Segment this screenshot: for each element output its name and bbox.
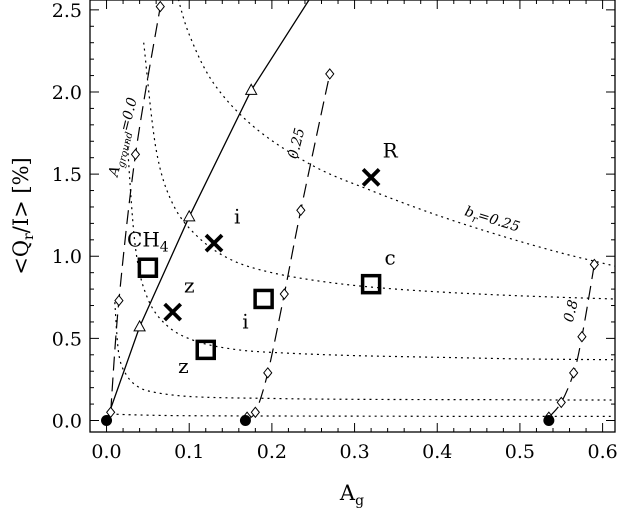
x-tick-label: 0.4 [422, 441, 452, 463]
square-label-text: c [385, 245, 396, 269]
square-marker-CH [137, 257, 159, 278]
filled-circle-point [101, 415, 113, 427]
series-label-part: ground [116, 131, 135, 169]
curve-dotted-7 [114, 302, 615, 401]
x-tick-label: 0.0 [91, 441, 121, 463]
triangle-point [182, 209, 196, 222]
x-tick-label: 0.6 [587, 441, 617, 463]
markers-layer [101, 0, 599, 427]
cross-label-i: i [234, 204, 240, 228]
curve-dotted-4 [177, 0, 615, 267]
diamond-point [263, 367, 273, 379]
x-tick-label: 0.2 [257, 441, 287, 463]
series-label-1: 0.25 [285, 126, 308, 160]
x-tick-label: 0.3 [339, 441, 369, 463]
diamond-point [155, 0, 165, 13]
cross-label-z: z [184, 273, 195, 297]
cross-marker-z [163, 302, 183, 322]
series-label-part: r [470, 214, 479, 226]
x-axis-title: Ag [339, 481, 364, 508]
x-tick-label: 0.1 [174, 441, 204, 463]
y-tick-label: 0.5 [52, 328, 82, 350]
diamond-point [279, 288, 289, 300]
cross-marker-i [204, 233, 224, 253]
annotations-layer: Aground=0.0 0.25 0.8 br=0.25 CH4 z i c z i R [105, 96, 582, 378]
triangle-point [133, 319, 146, 332]
diamond-point [114, 294, 124, 307]
square-marker-i [253, 288, 274, 310]
diamond-point [250, 406, 260, 419]
series-label-part: 0.8 [561, 298, 582, 324]
curve-dashed-diamond-0 [110, 6, 161, 413]
series-label-part: =0.0 [117, 96, 141, 133]
diamond-point [130, 148, 141, 161]
diamond-point [569, 367, 579, 379]
filled-circle-point [543, 415, 555, 427]
square-label-i: i [242, 310, 248, 334]
diamond-point [589, 258, 599, 271]
curve-dashed-diamond-1 [246, 73, 331, 418]
plot-frame [89, 0, 616, 433]
y-tick-label: 0.0 [52, 411, 82, 433]
diamond-point [556, 396, 566, 409]
series-label-2: 0.8 [561, 298, 582, 324]
diamond-point [577, 330, 587, 343]
square-marker-c [360, 273, 382, 295]
x-tick-label: 0.5 [505, 441, 535, 463]
y-axis-title: <Qr/I> [%] [9, 157, 37, 275]
square-label-text: CH [127, 227, 160, 251]
series-label-part: =0.25 [476, 208, 522, 236]
series-label-part: 0.25 [285, 126, 308, 160]
curve-dotted-8 [110, 413, 615, 418]
y-tick-label: 1.5 [52, 164, 82, 186]
cross-marker-R [361, 168, 381, 187]
curve-dotted-6 [126, 141, 615, 361]
filled-circle-point [239, 415, 251, 427]
curve-dashed-diamond-2 [548, 264, 595, 418]
series-label-4: br=0.25 [462, 204, 522, 239]
y-tick-label: 1.0 [52, 246, 82, 268]
square-label-c: c [385, 245, 396, 269]
square-marker-z [195, 339, 216, 361]
square-label-text: z [178, 354, 189, 378]
square-label-text: i [242, 310, 248, 334]
triangle-point [244, 83, 258, 95]
square-label-CH: CH4 [127, 227, 169, 255]
axes-layer: 0.0 0.1 0.2 0.3 0.4 0.5 0.6 0.0 0.5 1.0 1.5 2.0 2.5 [52, 0, 618, 463]
cross-label-R: R [383, 139, 399, 163]
series-label-part: A [105, 164, 123, 180]
curve-dotted-5 [143, 42, 615, 300]
square-label-sub: 4 [160, 239, 169, 255]
square-label-z: z [178, 354, 189, 378]
y-tick-label: 2.0 [52, 82, 82, 104]
diamond-point [296, 204, 306, 217]
y-tick-label: 2.5 [52, 0, 82, 22]
diamond-point [325, 68, 335, 80]
